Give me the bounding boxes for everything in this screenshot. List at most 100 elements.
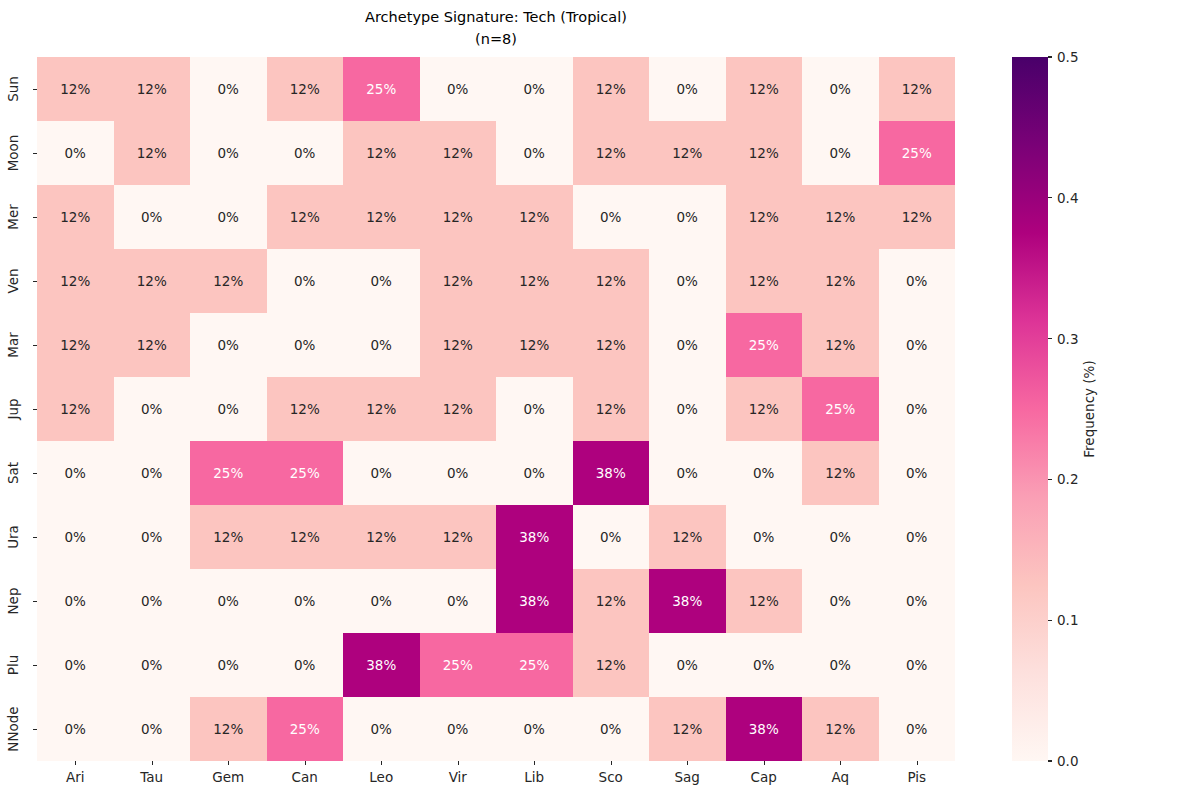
y-tick-label: Sat [5,462,21,484]
y-axis-row: Mer [0,185,37,249]
heatmap-cell: 12% [267,185,344,249]
heatmap-cell: 0% [879,505,956,569]
heatmap-cell: 38% [343,633,420,697]
heatmap-cell: 0% [190,377,267,441]
y-tick-label: Nep [5,588,21,615]
heatmap-cell: 0% [190,569,267,633]
heatmap-cell: 25% [496,633,573,697]
chart-title-block: Archetype Signature: Tech (Tropical) (n=… [37,6,955,50]
heatmap-cell: 12% [190,697,267,761]
heatmap-cell: 12% [649,121,726,185]
heatmap-cell: 12% [573,57,650,121]
heatmap-cell: 0% [649,57,726,121]
x-axis-col: Sco [573,761,650,789]
heatmap-grid: 12%12%0%12%25%0%0%12%0%12%0%12%0%12%0%0%… [37,57,955,761]
heatmap-cell: 0% [802,569,879,633]
x-tick-label: Ari [37,769,114,785]
x-axis-col: Ari [37,761,114,789]
heatmap-cell: 0% [114,569,191,633]
heatmap-cell: 12% [726,569,803,633]
heatmap-cell: 12% [190,249,267,313]
heatmap-cell: 0% [343,313,420,377]
heatmap-cell: 12% [573,377,650,441]
heatmap-cell: 0% [802,505,879,569]
y-axis-row: Ura [0,505,37,569]
heatmap-cell: 38% [726,697,803,761]
y-tick-label: Moon [5,135,21,172]
heatmap-cell: 38% [496,505,573,569]
heatmap-cell: 0% [343,569,420,633]
heatmap-cell: 0% [649,185,726,249]
heatmap-cell: 0% [343,697,420,761]
colorbar-tick-mark [1048,56,1052,57]
heatmap-cell: 12% [343,377,420,441]
heatmap-cell: 12% [343,185,420,249]
colorbar-ticks: 0.00.10.20.30.40.5 [1048,57,1108,761]
heatmap-cell: 0% [114,185,191,249]
heatmap-cell: 0% [496,377,573,441]
x-axis: AriTauGemCanLeoVirLibScoSagCapAqPis [37,761,955,789]
heatmap-cell: 0% [649,249,726,313]
heatmap-cell: 0% [190,185,267,249]
x-tick-mark [917,761,918,765]
heatmap-cell: 12% [649,505,726,569]
colorbar-axis-label: Frequency (%) [1081,360,1097,457]
colorbar-tick-mark [1048,620,1052,621]
heatmap-cell: 12% [879,185,956,249]
y-axis: SunMoonMerVenMarJupSatUraNepPluNNode [0,57,37,761]
chart-title: Archetype Signature: Tech (Tropical) [37,6,955,28]
y-tick-label: Mar [5,332,21,357]
heatmap-cell: 0% [879,633,956,697]
heatmap-cell: 0% [879,249,956,313]
heatmap-cell: 12% [114,121,191,185]
heatmap-cell: 0% [802,121,879,185]
x-tick-mark [152,761,153,765]
heatmap-cell: 0% [343,249,420,313]
y-tick-label: Sun [5,76,21,102]
heatmap-figure: Archetype Signature: Tech (Tropical) (n=… [0,0,1200,800]
y-tick-label: NNode [5,706,21,751]
heatmap-cell: 12% [802,313,879,377]
colorbar-tick-label: 0.4 [1057,190,1078,206]
chart-subtitle: (n=8) [37,28,955,50]
heatmap-cell: 12% [267,505,344,569]
y-axis-row: Jup [0,377,37,441]
heatmap-cell: 0% [420,697,497,761]
heatmap-cell: 0% [496,697,573,761]
heatmap-cell: 25% [726,313,803,377]
heatmap-cell: 0% [879,313,956,377]
heatmap-cell: 12% [496,313,573,377]
heatmap-cell: 0% [37,441,114,505]
y-axis-row: Sun [0,57,37,121]
heatmap-cell: 0% [573,697,650,761]
x-tick-mark [764,761,765,765]
heatmap-cell: 0% [726,633,803,697]
heatmap-cell: 12% [726,185,803,249]
x-tick-label: Tau [114,769,191,785]
x-tick-label: Vir [420,769,497,785]
heatmap-cell: 12% [726,121,803,185]
y-axis-row: Nep [0,569,37,633]
heatmap-cell: 12% [420,377,497,441]
x-axis-col: Gem [190,761,267,789]
heatmap-cell: 12% [190,505,267,569]
heatmap-cell: 12% [420,121,497,185]
heatmap-cell: 12% [37,57,114,121]
heatmap-cell: 12% [343,505,420,569]
heatmap-cell: 12% [420,249,497,313]
x-axis-col: Sag [649,761,726,789]
heatmap-cell: 0% [649,633,726,697]
x-axis-col: Cap [726,761,803,789]
heatmap-cell: 0% [190,313,267,377]
heatmap-cell: 12% [573,633,650,697]
heatmap-cell: 0% [496,121,573,185]
heatmap-cell: 0% [420,569,497,633]
heatmap-cell: 0% [879,441,956,505]
heatmap-cell: 25% [190,441,267,505]
heatmap-cell: 12% [37,249,114,313]
heatmap-cell: 12% [37,185,114,249]
heatmap-cell: 12% [802,441,879,505]
heatmap-cell: 38% [496,569,573,633]
y-axis-row: Plu [0,633,37,697]
y-tick-label: Ura [5,525,21,549]
